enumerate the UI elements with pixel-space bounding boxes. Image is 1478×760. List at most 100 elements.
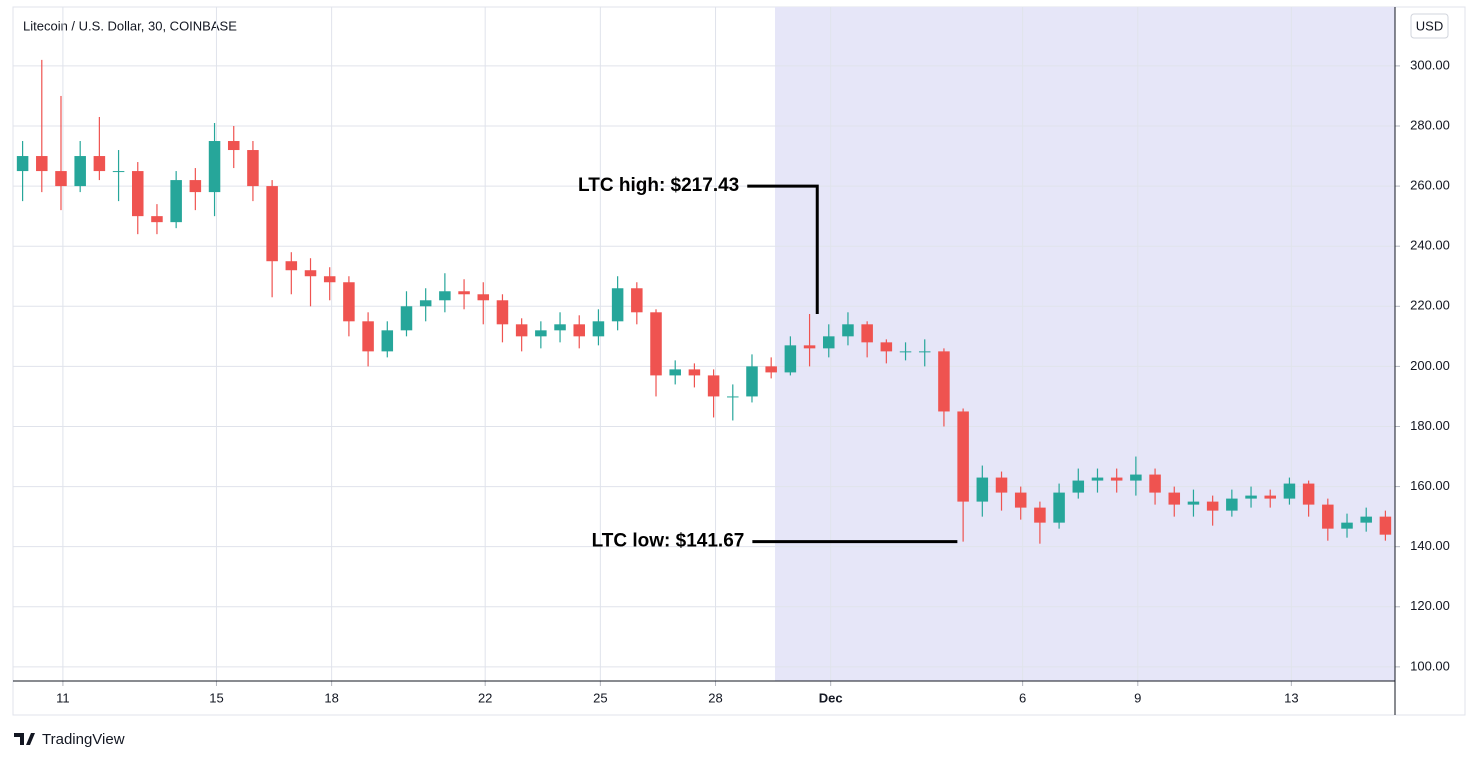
candle-body (189, 180, 202, 193)
chart-title: Litecoin / U.S. Dollar, 30, COINBASE (23, 18, 237, 33)
candle-body (1130, 474, 1142, 481)
brand-logo[interactable]: TradingView (14, 731, 125, 748)
y-tick-label: 220.00 (1410, 298, 1450, 313)
y-tick-label: 300.00 (1410, 57, 1450, 72)
candle-body (957, 411, 969, 502)
candle-body (1091, 477, 1104, 481)
candle-body (323, 276, 336, 283)
x-tick-label: 18 (324, 690, 338, 705)
candle-body (439, 291, 451, 301)
y-tick-label: 120.00 (1410, 598, 1450, 613)
candle-body (707, 375, 720, 397)
candle-body (381, 330, 394, 352)
y-tick-label: 260.00 (1410, 178, 1450, 193)
candle-body (112, 171, 125, 173)
candle-body (74, 156, 86, 187)
candle-body (592, 321, 605, 337)
candle-body (1053, 492, 1065, 523)
candle-body (247, 150, 259, 187)
candle-body (227, 141, 240, 151)
candle-body (1379, 516, 1392, 535)
candle-body (995, 477, 1008, 493)
candle-body (1206, 501, 1219, 511)
currency-badge[interactable] (1410, 13, 1449, 39)
x-tick-label: 22 (478, 690, 492, 705)
candle-body (419, 300, 432, 307)
candle-body (784, 345, 797, 373)
candle-body (823, 336, 835, 349)
candle-body (803, 345, 816, 349)
candle-body (611, 288, 624, 322)
candles (16, 59, 1392, 544)
candle-body (1245, 495, 1257, 499)
candle-body (496, 300, 509, 325)
candle-body (1302, 483, 1315, 505)
candle-body (976, 477, 989, 502)
y-tick-label: 200.00 (1410, 358, 1450, 373)
candle-body (746, 366, 758, 397)
y-tick-label: 100.00 (1410, 658, 1450, 673)
candle-body (304, 270, 317, 277)
candle-body (861, 324, 873, 343)
candle-body (669, 369, 681, 376)
candle-body (535, 330, 547, 337)
candle-body (1360, 516, 1372, 523)
candle-body (631, 288, 643, 313)
y-tick-label: 280.00 (1410, 117, 1450, 132)
candle-body (362, 321, 374, 352)
candle-body (208, 141, 221, 193)
candle-body (170, 180, 182, 223)
candle-body (1341, 522, 1353, 529)
candle-body (132, 171, 144, 217)
x-tick-label: 11 (56, 690, 70, 705)
annotation-label: LTC high: $217.43 (578, 175, 739, 196)
chart-frame (12, 6, 1466, 716)
candle-body (1072, 480, 1085, 493)
candle-body (765, 366, 777, 373)
candle-body (938, 351, 950, 412)
candle-body (16, 156, 29, 172)
candle-body (285, 261, 298, 271)
candle-body (899, 351, 912, 353)
candle-body (151, 216, 163, 223)
candle-body (688, 369, 701, 376)
candle-body (1168, 492, 1181, 505)
x-tick-label: 6 (1019, 690, 1026, 705)
annotation-line (747, 184, 819, 315)
annotation-label: LTC low: $141.67 (592, 531, 745, 552)
candle-body (515, 324, 528, 337)
y-tick-label: 160.00 (1410, 478, 1450, 493)
brand-name[interactable]: TradingView (42, 731, 125, 748)
candle-body (1283, 483, 1296, 499)
x-tick-label: 15 (209, 690, 223, 705)
y-tick-label: 180.00 (1410, 418, 1450, 433)
candle-body (727, 396, 739, 398)
x-tick-label: 28 (708, 690, 722, 705)
candle-body (1322, 504, 1334, 529)
candle-body (55, 171, 67, 187)
currency-label[interactable]: USD (1416, 18, 1443, 33)
x-tick-label: 25 (593, 690, 607, 705)
x-tick-label: Dec (819, 690, 843, 705)
brand-icon[interactable] (14, 733, 35, 745)
candle-body (1014, 492, 1027, 508)
candle-body (1226, 498, 1238, 511)
candle-body (266, 186, 278, 262)
candle-body (477, 294, 490, 301)
candle-body (554, 324, 566, 331)
x-tick-label: 13 (1284, 690, 1298, 705)
x-tick-label: 9 (1134, 690, 1141, 705)
candle-body (400, 306, 413, 331)
candle-body (36, 156, 48, 172)
candle-body (918, 351, 931, 353)
y-tick-label: 140.00 (1410, 538, 1450, 553)
y-tick-label: 240.00 (1410, 238, 1450, 253)
candle-body (1187, 501, 1200, 505)
candle-body (842, 324, 854, 337)
candle-body (880, 342, 893, 352)
highlight-region (775, 7, 1395, 681)
candle-body (1264, 495, 1276, 499)
candle-body (1034, 507, 1046, 523)
